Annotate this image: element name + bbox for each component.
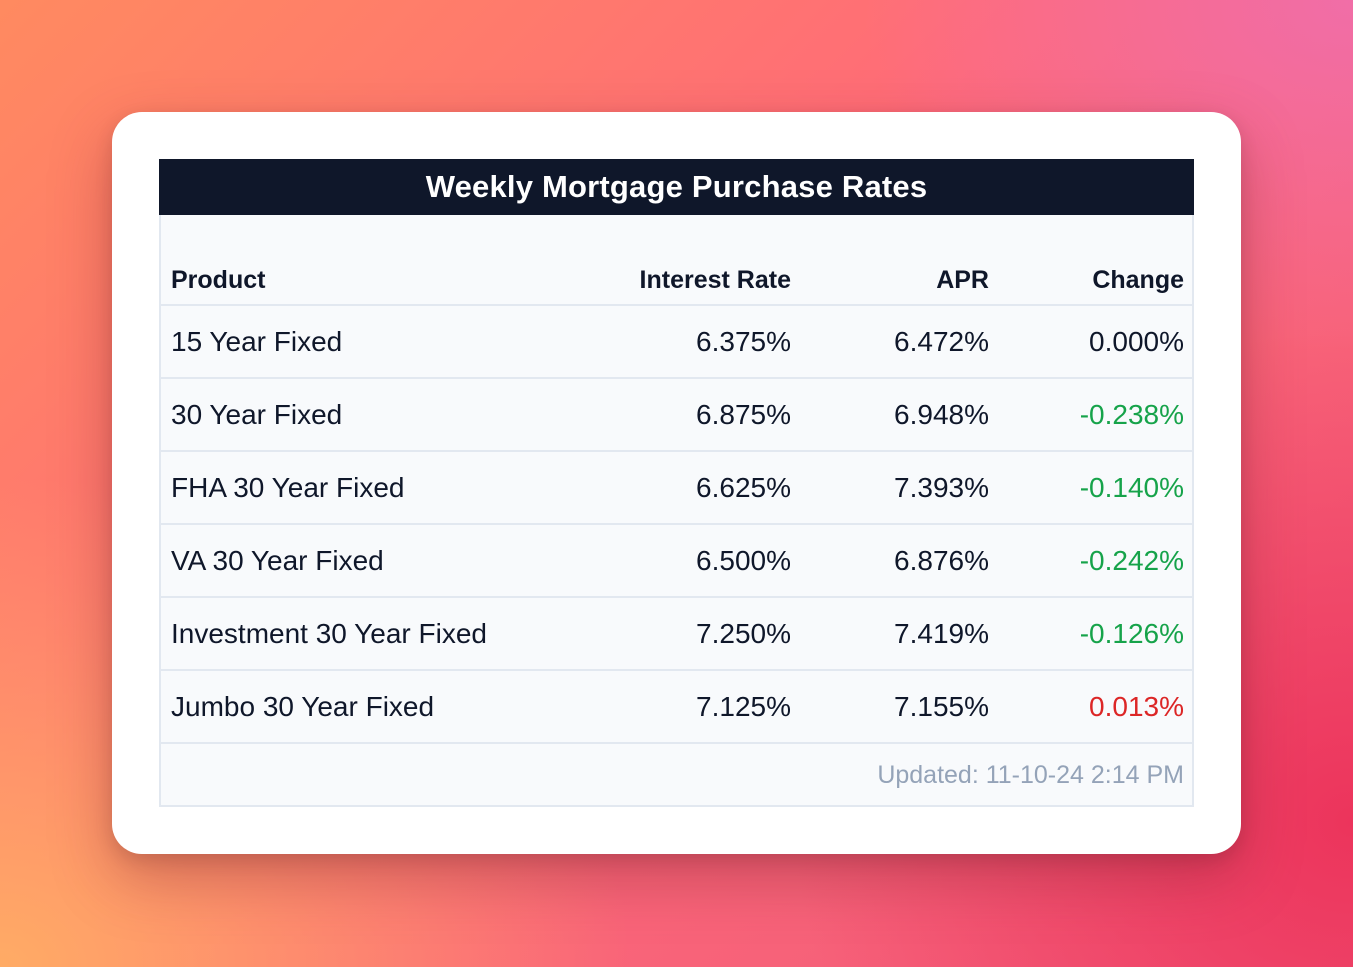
rates-table: Product Interest Rate APR Change 15 Year… [161, 215, 1192, 806]
column-header-interest-rate: Interest Rate [601, 215, 799, 306]
rates-table-container: Product Interest Rate APR Change 15 Year… [159, 215, 1194, 807]
product-cell: 30 Year Fixed [161, 378, 601, 452]
column-header-product: Product [161, 215, 601, 306]
product-cell: FHA 30 Year Fixed [161, 451, 601, 525]
column-header-apr: APR [799, 215, 997, 306]
table-row: FHA 30 Year Fixed 6.625% 7.393% -0.140% [161, 451, 1192, 525]
apr-cell: 7.155% [799, 670, 997, 744]
product-cell: Investment 30 Year Fixed [161, 597, 601, 671]
interest-rate-cell: 6.500% [601, 524, 799, 598]
column-header-change: Change [997, 215, 1192, 306]
table-row: Jumbo 30 Year Fixed 7.125% 7.155% 0.013% [161, 670, 1192, 744]
table-row: 30 Year Fixed 6.875% 6.948% -0.238% [161, 378, 1192, 452]
change-cell: 0.000% [997, 305, 1192, 379]
apr-cell: 6.472% [799, 305, 997, 379]
interest-rate-cell: 7.125% [601, 670, 799, 744]
interest-rate-cell: 6.375% [601, 305, 799, 379]
interest-rate-cell: 6.625% [601, 451, 799, 525]
product-cell: Jumbo 30 Year Fixed [161, 670, 601, 744]
apr-cell: 6.948% [799, 378, 997, 452]
table-row: Investment 30 Year Fixed 7.250% 7.419% -… [161, 597, 1192, 671]
table-row: VA 30 Year Fixed 6.500% 6.876% -0.242% [161, 524, 1192, 598]
change-cell: -0.242% [997, 524, 1192, 598]
updated-timestamp: Updated: 11-10-24 2:14 PM [877, 760, 1184, 789]
interest-rate-cell: 6.875% [601, 378, 799, 452]
apr-cell: 7.419% [799, 597, 997, 671]
rates-widget: Weekly Mortgage Purchase Rates Product I… [159, 159, 1194, 807]
change-cell: -0.126% [997, 597, 1192, 671]
table-row: 15 Year Fixed 6.375% 6.472% 0.000% [161, 305, 1192, 379]
table-footer-row: Updated: 11-10-24 2:14 PM [161, 743, 1192, 806]
product-cell: 15 Year Fixed [161, 305, 601, 379]
apr-cell: 6.876% [799, 524, 997, 598]
change-cell: -0.140% [997, 451, 1192, 525]
apr-cell: 7.393% [799, 451, 997, 525]
table-header-row: Product Interest Rate APR Change [161, 215, 1192, 306]
change-cell: 0.013% [997, 670, 1192, 744]
widget-title: Weekly Mortgage Purchase Rates [159, 159, 1194, 215]
interest-rate-cell: 7.250% [601, 597, 799, 671]
change-cell: -0.238% [997, 378, 1192, 452]
product-cell: VA 30 Year Fixed [161, 524, 601, 598]
